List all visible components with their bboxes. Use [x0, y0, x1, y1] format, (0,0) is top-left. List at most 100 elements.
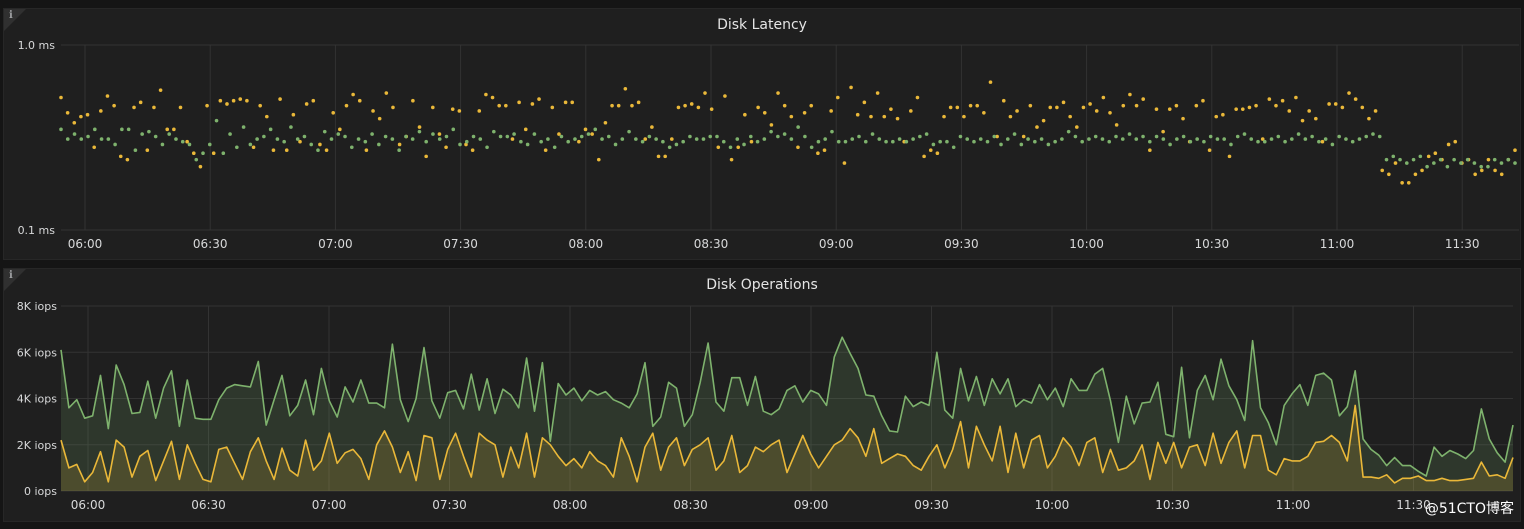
data-point [1473, 172, 1477, 177]
data-point [1073, 134, 1078, 139]
data-point [650, 125, 654, 129]
panel-corner[interactable] [4, 9, 26, 31]
data-point [891, 139, 895, 144]
data-point [924, 132, 929, 136]
data-point [85, 112, 90, 117]
data-point [1290, 137, 1294, 141]
data-point [364, 148, 369, 152]
data-point [295, 137, 300, 141]
data-point [709, 107, 714, 111]
panel-title[interactable]: Disk Latency [717, 17, 807, 33]
data-point [519, 139, 523, 144]
data-point [1035, 125, 1039, 129]
x-tick-label: 06:00 [71, 498, 106, 512]
data-point [1174, 103, 1179, 108]
data-point [205, 103, 209, 108]
x-tick-label: 07:00 [312, 498, 347, 512]
data-point [539, 139, 543, 144]
data-point [458, 142, 462, 147]
data-point [1310, 134, 1314, 139]
panel-corner[interactable] [4, 269, 26, 291]
y-tick-label: 6K iops [17, 346, 57, 359]
data-point [1480, 168, 1484, 173]
data-point [634, 137, 638, 141]
disk-latency-panel: i Disk Latency 1.0 ms 0.1 ms 06:00 06:30 07:… [3, 8, 1521, 260]
data-point [72, 132, 77, 136]
data-point [1207, 148, 1212, 152]
data-point [616, 103, 621, 108]
data-point [1317, 139, 1321, 144]
data-point [1453, 139, 1458, 144]
data-point [570, 100, 575, 105]
data-point [1087, 137, 1091, 141]
data-point [344, 103, 349, 108]
data-point [1028, 103, 1033, 108]
data-point [769, 123, 774, 127]
data-point [397, 148, 401, 152]
data-point [1060, 137, 1064, 141]
data-point [1235, 134, 1240, 139]
data-point [884, 139, 888, 144]
panel-title[interactable]: Disk Operations [706, 277, 818, 293]
data-point [1254, 103, 1258, 108]
data-point [350, 145, 354, 150]
info-icon[interactable]: i [9, 10, 13, 21]
data-point [1041, 118, 1046, 123]
data-point [424, 139, 428, 144]
data-point [1307, 109, 1311, 113]
data-point [251, 145, 256, 150]
data-point [769, 129, 773, 134]
data-point [1296, 132, 1301, 136]
data-point [855, 112, 860, 117]
data-point [566, 139, 571, 144]
data-point [504, 103, 508, 108]
data-point [1373, 109, 1378, 113]
data-point [1061, 100, 1066, 105]
data-point [397, 142, 402, 147]
data-point [271, 148, 276, 152]
data-point [178, 105, 183, 110]
data-point [1134, 137, 1139, 141]
data-point [505, 134, 510, 139]
data-point [931, 142, 936, 147]
data-point [231, 98, 236, 103]
data-point [670, 137, 674, 141]
data-point [1120, 137, 1125, 141]
data-point [922, 154, 926, 159]
data-point [282, 139, 286, 144]
data-point [444, 134, 449, 139]
data-point [417, 125, 422, 129]
data-point [708, 134, 713, 139]
data-point [1194, 103, 1199, 108]
x-tick-label: 07:00 [318, 237, 353, 251]
data-point [749, 134, 753, 139]
data-point [600, 137, 604, 141]
data-point [1240, 107, 1245, 111]
data-point [782, 103, 787, 108]
x-tick-label: 08:30 [673, 498, 708, 512]
x-tick-label: 06:00 [68, 237, 103, 251]
data-point [1181, 116, 1185, 121]
info-icon[interactable]: i [9, 270, 13, 281]
data-point [1134, 103, 1139, 108]
data-point [221, 151, 226, 156]
data-point [735, 137, 740, 141]
data-point [59, 95, 63, 100]
data-point [1513, 148, 1517, 152]
watermark: @51CTO博客 [1424, 501, 1514, 517]
data-point [1260, 137, 1265, 141]
data-point [336, 132, 341, 136]
data-point [802, 111, 807, 115]
data-point [636, 100, 641, 105]
data-point [696, 105, 701, 110]
data-point [165, 127, 170, 132]
data-point [1391, 154, 1396, 159]
data-point [1269, 137, 1274, 141]
x-tick-label: 11:30 [1445, 237, 1480, 251]
data-point [1141, 97, 1146, 101]
y-tick-label: 0.1 ms [18, 224, 56, 237]
data-point [911, 137, 915, 141]
data-point [207, 142, 212, 147]
data-point [1433, 151, 1438, 156]
series-line [60, 336, 1514, 477]
